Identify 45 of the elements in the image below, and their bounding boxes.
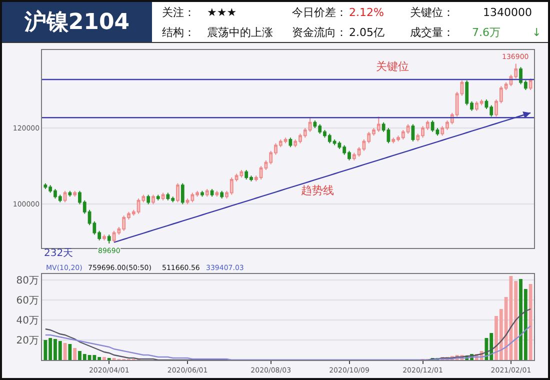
candlestick [107, 234, 111, 244]
bar [528, 284, 532, 360]
text: 资金流向： [292, 24, 348, 40]
text: 关键位： [410, 4, 455, 20]
candlestick [215, 190, 219, 198]
candlestick [156, 194, 160, 201]
y-tick-label: 40万 [16, 316, 39, 326]
bar [63, 343, 67, 360]
text: 成交量： [410, 24, 455, 40]
candlestick [63, 190, 67, 203]
candlestick [205, 188, 209, 198]
text: ★★★ [207, 6, 238, 18]
text: 2.12% [349, 6, 385, 18]
bar [73, 348, 77, 360]
text: 7.6万 [472, 24, 502, 40]
text: 232天 [44, 248, 74, 259]
bar [102, 357, 106, 360]
candlestick [152, 194, 155, 205]
text: 2.05亿 [349, 24, 386, 40]
text: 震荡中的上涨 [207, 24, 274, 40]
text: 1340000 [482, 6, 532, 18]
candlestick [528, 78, 532, 90]
candlestick [288, 137, 292, 148]
text: 今日价差： [292, 4, 348, 20]
candlestick [102, 234, 106, 241]
line-series [44, 325, 532, 360]
bar [68, 344, 72, 360]
candlestick [176, 182, 180, 203]
text: 结构： [162, 24, 196, 40]
text: 关注： [162, 4, 196, 20]
candlestick [220, 190, 224, 199]
text: 沪镍2104 [2, 2, 152, 42]
y-tick-label: 20万 [16, 336, 39, 346]
candlestick [73, 190, 77, 198]
candlestick [161, 192, 165, 201]
annotation: 趋势线 [301, 184, 334, 197]
text: ↓ [532, 26, 542, 38]
candlestick [68, 190, 72, 198]
y-tick-label: 60万 [16, 296, 39, 306]
ref-line-label: 关键位 [376, 60, 409, 73]
candlestick [146, 194, 150, 205]
y-tick-label: 80万 [16, 276, 39, 286]
candlestick [411, 124, 415, 142]
candlestick [200, 190, 204, 198]
candlestick [180, 182, 184, 205]
